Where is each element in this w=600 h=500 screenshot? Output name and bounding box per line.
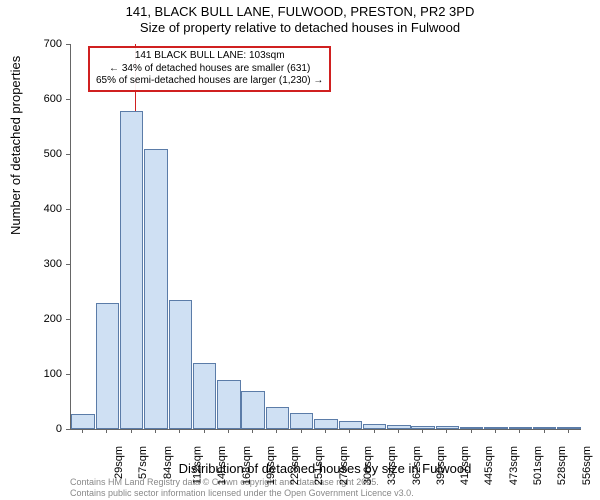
x-tick-mark: [252, 429, 253, 433]
histogram-bar: [557, 427, 580, 429]
histogram-bar: [144, 149, 167, 430]
x-tick-label: 195sqm: [265, 446, 277, 485]
x-tick-label: 140sqm: [216, 446, 228, 485]
x-tick-mark: [276, 429, 277, 433]
x-tick-mark: [519, 429, 520, 433]
x-tick-mark: [349, 429, 350, 433]
x-tick-label: 417sqm: [459, 446, 471, 485]
x-tick-mark: [131, 429, 132, 433]
y-tick-mark: [66, 209, 70, 210]
x-tick-mark: [204, 429, 205, 433]
y-tick-label: 100: [0, 368, 62, 380]
y-tick-label: 500: [0, 148, 62, 160]
y-tick-label: 300: [0, 258, 62, 270]
annotation-callout: 141 BLACK BULL LANE: 103sqm ← 34% of det…: [88, 46, 331, 92]
plot-area: [70, 44, 581, 430]
x-tick-mark: [374, 429, 375, 433]
x-tick-label: 528sqm: [556, 446, 568, 485]
y-tick-mark: [66, 374, 70, 375]
histogram-bar: [217, 380, 240, 430]
annotation-line-1: 141 BLACK BULL LANE: 103sqm: [96, 50, 323, 63]
x-tick-label: 29sqm: [113, 446, 125, 479]
chart-title-address: 141, BLACK BULL LANE, FULWOOD, PRESTON, …: [0, 4, 600, 19]
y-tick-mark: [66, 44, 70, 45]
histogram-bar: [120, 111, 143, 429]
x-tick-mark: [179, 429, 180, 433]
x-tick-mark: [325, 429, 326, 433]
y-tick-mark: [66, 429, 70, 430]
x-tick-mark: [82, 429, 83, 433]
x-tick-mark: [544, 429, 545, 433]
histogram-bar: [314, 419, 337, 429]
x-tick-mark: [471, 429, 472, 433]
x-tick-mark: [398, 429, 399, 433]
x-tick-label: 556sqm: [581, 446, 593, 485]
x-tick-label: 334sqm: [386, 446, 398, 485]
histogram-chart: 141, BLACK BULL LANE, FULWOOD, PRESTON, …: [0, 0, 600, 500]
x-tick-label: 57sqm: [137, 446, 149, 479]
histogram-bar: [460, 427, 483, 429]
histogram-bar: [266, 407, 289, 429]
x-tick-label: 112sqm: [191, 446, 203, 484]
y-tick-mark: [66, 264, 70, 265]
y-tick-label: 700: [0, 38, 62, 50]
x-tick-label: 501sqm: [532, 446, 544, 485]
histogram-bar: [387, 425, 410, 429]
x-tick-mark: [495, 429, 496, 433]
x-tick-label: 279sqm: [338, 446, 350, 485]
x-tick-label: 223sqm: [289, 446, 301, 485]
x-tick-label: 84sqm: [162, 446, 174, 479]
histogram-bar: [169, 300, 192, 429]
histogram-bar: [339, 421, 362, 429]
histogram-bar: [96, 303, 119, 430]
histogram-bar: [71, 414, 94, 429]
histogram-bar: [533, 427, 556, 429]
histogram-bar: [290, 413, 313, 430]
x-tick-label: 251sqm: [314, 446, 326, 485]
x-tick-label: 445sqm: [484, 446, 496, 485]
x-tick-label: 362sqm: [411, 446, 423, 485]
x-tick-mark: [446, 429, 447, 433]
x-tick-label: 390sqm: [435, 446, 447, 485]
y-tick-label: 600: [0, 93, 62, 105]
x-tick-mark: [301, 429, 302, 433]
histogram-bar: [241, 391, 264, 430]
annotation-line-2: ← 34% of detached houses are smaller (63…: [96, 63, 323, 76]
x-tick-label: 168sqm: [241, 446, 253, 485]
histogram-bar: [363, 424, 386, 430]
histogram-bar: [509, 427, 532, 429]
x-tick-mark: [155, 429, 156, 433]
histogram-bar: [193, 363, 216, 429]
y-tick-mark: [66, 319, 70, 320]
y-tick-label: 400: [0, 203, 62, 215]
y-tick-mark: [66, 154, 70, 155]
x-tick-mark: [422, 429, 423, 433]
x-tick-label: 473sqm: [508, 446, 520, 485]
annotation-line-3: 65% of semi-detached houses are larger (…: [96, 75, 323, 88]
x-tick-mark: [106, 429, 107, 433]
y-tick-label: 0: [0, 423, 62, 435]
attribution-line-2: Contains public sector information licen…: [70, 488, 414, 498]
histogram-bar: [436, 426, 459, 429]
chart-title-subtitle: Size of property relative to detached ho…: [0, 20, 600, 35]
y-tick-label: 200: [0, 313, 62, 325]
x-tick-mark: [228, 429, 229, 433]
histogram-bar: [411, 426, 434, 429]
y-tick-mark: [66, 99, 70, 100]
x-tick-mark: [568, 429, 569, 433]
x-tick-label: 306sqm: [362, 446, 374, 485]
